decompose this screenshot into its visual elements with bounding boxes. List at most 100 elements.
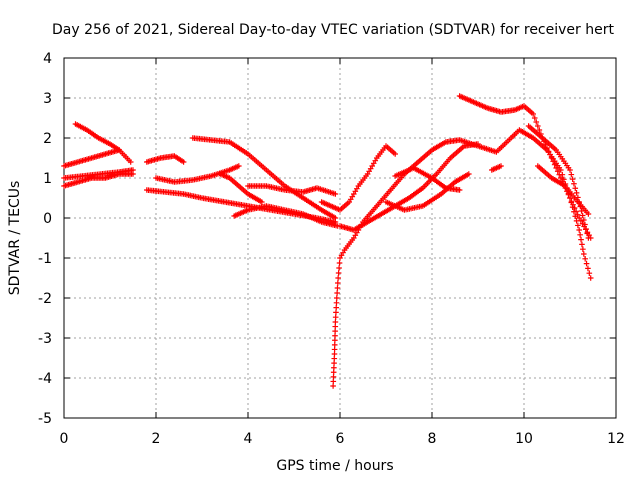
data-point bbox=[533, 119, 540, 125]
data-point bbox=[332, 319, 339, 325]
x-tick-label: 6 bbox=[336, 431, 345, 447]
data-point bbox=[585, 211, 592, 217]
series-track-a bbox=[61, 147, 134, 169]
data-point bbox=[580, 246, 586, 252]
data-point bbox=[535, 123, 541, 129]
data-point bbox=[335, 280, 341, 286]
data-point bbox=[570, 201, 576, 208]
data-point bbox=[548, 155, 555, 161]
x-tick-label: 4 bbox=[244, 431, 253, 447]
data-point bbox=[574, 211, 581, 218]
series-track-b bbox=[72, 121, 122, 153]
data-point bbox=[577, 232, 583, 238]
y-tick-label: 2 bbox=[43, 131, 52, 147]
data-point bbox=[576, 227, 582, 233]
data-point bbox=[335, 275, 341, 281]
data-point bbox=[530, 111, 536, 117]
data-point bbox=[531, 115, 538, 121]
data-point bbox=[236, 163, 242, 169]
data-point bbox=[456, 187, 463, 193]
y-tick-label: -1 bbox=[38, 251, 52, 267]
data-point bbox=[582, 221, 588, 228]
chart-title: Day 256 of 2021, Sidereal Day-to-day VTE… bbox=[52, 22, 614, 38]
x-tick-label: 10 bbox=[515, 431, 533, 447]
x-tick-label: 2 bbox=[152, 431, 161, 447]
data-point bbox=[576, 215, 582, 221]
y-tick-label: -4 bbox=[38, 371, 52, 387]
data-point bbox=[578, 236, 584, 243]
data-point bbox=[582, 256, 588, 262]
y-tick-label: 0 bbox=[43, 211, 52, 227]
series-track-h bbox=[190, 135, 339, 221]
data-point bbox=[336, 265, 342, 271]
series-track-e bbox=[144, 153, 187, 165]
data-point bbox=[569, 176, 576, 182]
data-point bbox=[558, 167, 564, 173]
series-track-t bbox=[525, 123, 592, 241]
data-point bbox=[575, 222, 581, 229]
data-point bbox=[573, 208, 579, 215]
data-point bbox=[577, 203, 584, 210]
data-point bbox=[572, 185, 579, 192]
data-point bbox=[571, 180, 577, 187]
data-point bbox=[571, 205, 578, 211]
series-track-j bbox=[231, 203, 341, 229]
data-point bbox=[575, 194, 581, 201]
data-point bbox=[547, 151, 553, 158]
data-point bbox=[581, 217, 587, 223]
x-tick-label: 12 bbox=[607, 431, 625, 447]
series-track-r bbox=[489, 163, 504, 173]
data-point bbox=[578, 218, 584, 224]
series-track-k bbox=[245, 183, 339, 197]
data-point bbox=[180, 159, 187, 165]
data-point bbox=[558, 175, 564, 181]
data-point bbox=[336, 260, 343, 266]
data-point bbox=[585, 265, 591, 272]
data-point bbox=[579, 241, 585, 248]
y-tick-label: 4 bbox=[43, 51, 52, 67]
y-axis-label: SDTVAR / TECUs bbox=[7, 181, 23, 296]
data-point bbox=[579, 212, 586, 219]
data-marks bbox=[61, 93, 594, 389]
data-point bbox=[556, 171, 563, 178]
axis-ticks bbox=[63, 57, 617, 419]
y-tick-label: -2 bbox=[38, 291, 52, 307]
data-point bbox=[127, 159, 134, 165]
data-point bbox=[551, 161, 558, 168]
data-point bbox=[578, 208, 585, 214]
data-point bbox=[554, 168, 561, 175]
data-point bbox=[333, 300, 340, 306]
x-tick-labels: 0 2 4 6 8 10 12 bbox=[60, 431, 625, 447]
x-tick-label: 0 bbox=[60, 431, 69, 447]
data-point bbox=[550, 158, 556, 165]
data-point bbox=[583, 226, 589, 232]
data-point bbox=[334, 290, 340, 296]
series-track-i bbox=[217, 171, 265, 205]
data-point bbox=[332, 215, 339, 221]
data-point bbox=[584, 230, 591, 237]
data-point bbox=[583, 260, 590, 267]
data-point bbox=[553, 165, 559, 171]
data-point bbox=[130, 171, 136, 177]
series-track-l bbox=[318, 143, 398, 213]
data-point bbox=[536, 127, 543, 133]
data-point bbox=[335, 270, 342, 276]
series-track-s bbox=[535, 163, 592, 217]
data-point bbox=[334, 285, 341, 291]
data-point bbox=[587, 275, 594, 281]
data-point bbox=[475, 141, 481, 147]
y-tick-label: 1 bbox=[43, 171, 52, 187]
x-axis-label: GPS time / hours bbox=[276, 458, 393, 474]
data-point bbox=[332, 191, 339, 197]
data-point bbox=[545, 148, 552, 155]
data-point bbox=[544, 145, 550, 151]
data-point bbox=[333, 309, 339, 316]
series-track-d bbox=[61, 171, 136, 189]
data-point bbox=[585, 235, 592, 241]
data-point bbox=[581, 251, 587, 257]
data-point bbox=[576, 199, 582, 205]
y-tick-labels: -5 -4 -3 -2 -1 0 1 2 3 4 bbox=[38, 51, 52, 427]
data-point bbox=[573, 190, 580, 196]
data-point bbox=[568, 198, 575, 205]
